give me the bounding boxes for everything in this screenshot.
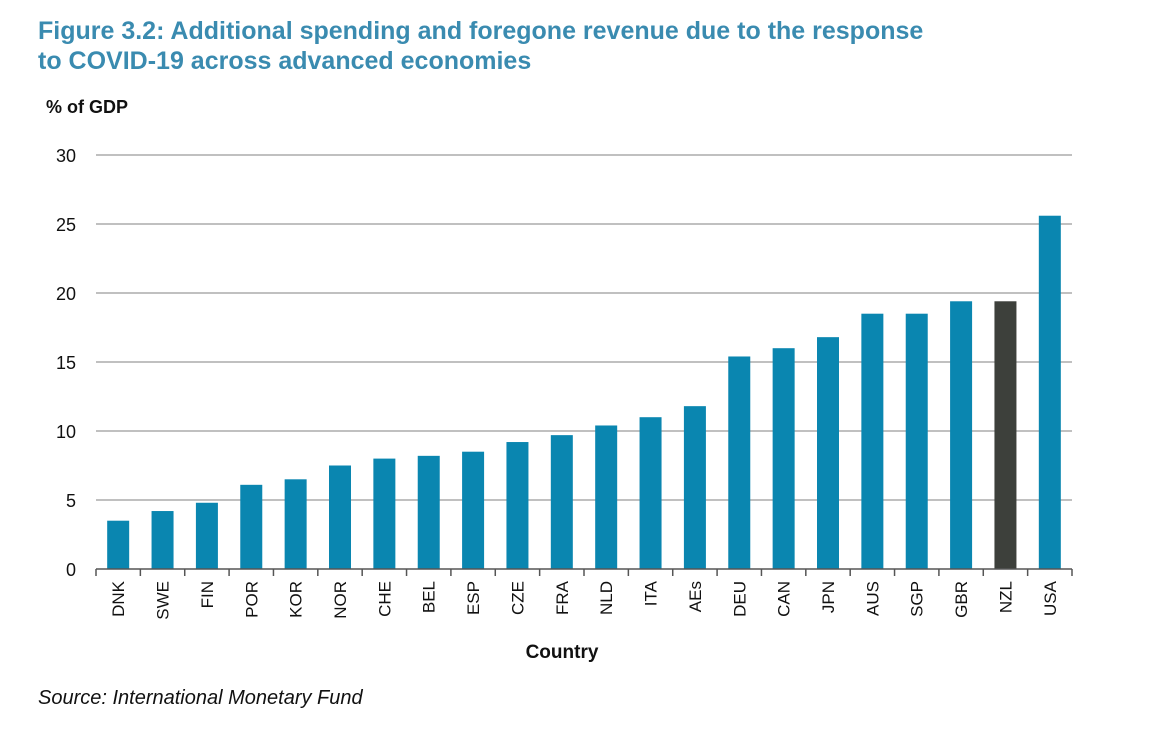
y-axis-label: % of GDP [46, 97, 128, 117]
bar-can [772, 348, 795, 569]
x-tick-label-bel: BEL [420, 581, 439, 613]
bar-nld [595, 425, 618, 569]
x-tick-label-esp: ESP [464, 581, 483, 615]
bar-aes [683, 406, 706, 569]
bar-sgp [905, 313, 928, 569]
bar-ita [639, 417, 662, 569]
bar-kor [284, 479, 307, 569]
bar-cze [506, 442, 529, 569]
y-tick-label: 0 [66, 560, 76, 580]
x-tick-label-nzl: NZL [996, 581, 1015, 613]
bar-gbr [950, 301, 973, 569]
x-tick-label-deu: DEU [730, 581, 749, 617]
y-axis-ticks: 0 5 10 15 20 25 30 [56, 146, 76, 580]
x-tick-label-cze: CZE [508, 581, 527, 615]
source-note: Source: International Monetary Fund [38, 687, 363, 709]
x-axis [95, 568, 1073, 576]
y-tick-label: 25 [56, 215, 76, 235]
bars [107, 215, 1061, 569]
bar-che [373, 458, 396, 569]
x-tick-label-por: POR [242, 581, 261, 618]
bar-nzl [994, 301, 1017, 569]
x-tick-label-dnk: DNK [109, 580, 128, 617]
x-tick-label-usa: USA [1041, 580, 1060, 616]
x-tick-label-ita: ITA [642, 580, 661, 606]
bar-jpn [817, 337, 839, 569]
x-tick-label-sgp: SGP [908, 581, 927, 617]
chart-title-line-1: Figure 3.2: Additional spending and fore… [38, 17, 924, 45]
bar-dnk [107, 520, 130, 569]
y-tick-label: 15 [56, 353, 76, 373]
bar-aus [861, 313, 884, 569]
x-axis-label: Country [526, 642, 599, 663]
x-tick-label-aus: AUS [863, 581, 882, 616]
x-axis-tick-labels: DNK SWE FIN POR KOR NOR CHE BEL ESP CZE FRA NLD ITA A… [109, 580, 1060, 619]
bar-esp [462, 451, 485, 569]
y-tick-label: 10 [56, 422, 76, 442]
chart-title: Figure 3.2: Additional spending and fore… [38, 16, 1038, 76]
bar-bel [417, 455, 440, 569]
y-tick-label: 5 [66, 491, 76, 511]
x-tick-label-fin: FIN [198, 581, 217, 608]
x-tick-label-jpn: JPN [819, 581, 838, 613]
bar-swe [151, 511, 174, 569]
x-tick-label-che: CHE [375, 581, 394, 617]
bar-fin [195, 502, 218, 569]
x-tick-label-can: CAN [775, 581, 794, 617]
bar-deu [728, 356, 751, 569]
x-tick-label-swe: SWE [154, 581, 173, 620]
bar-por [240, 484, 263, 569]
x-tick-label-aes: AEs [686, 581, 705, 612]
x-tick-label-nld: NLD [597, 581, 616, 615]
x-tick-label-fra: FRA [553, 580, 572, 615]
bar-usa [1038, 215, 1061, 569]
x-tick-label-gbr: GBR [952, 581, 971, 618]
bar-nor [329, 465, 351, 569]
chart-title-line-2: to COVID-19 across advanced economies [38, 47, 532, 75]
y-tick-label: 30 [56, 146, 76, 166]
bar-fra [550, 435, 573, 569]
x-tick-label-nor: NOR [331, 581, 350, 619]
x-tick-label-kor: KOR [287, 581, 306, 618]
y-tick-label: 20 [56, 284, 76, 304]
